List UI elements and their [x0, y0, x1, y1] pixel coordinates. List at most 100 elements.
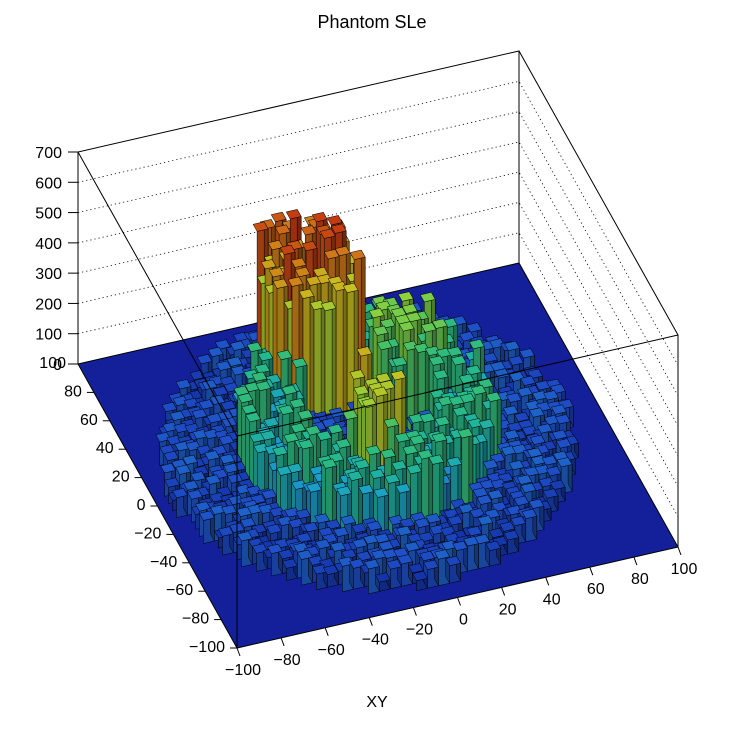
- z-tick-label: 300: [35, 266, 62, 283]
- z-tick-label: 500: [35, 206, 62, 223]
- x-tick-mark: [633, 556, 638, 566]
- back-frame: [77, 50, 679, 547]
- y-tick-label: −40: [150, 554, 177, 571]
- bar-top: [419, 292, 436, 303]
- bar-top: [305, 275, 322, 286]
- bar-top: [446, 346, 463, 357]
- bar-top: [294, 266, 311, 278]
- bar-top: [300, 225, 317, 236]
- bar-top: [279, 244, 296, 255]
- bar-top: [201, 379, 218, 390]
- bar-top: [517, 386, 533, 397]
- bar-top: [342, 282, 359, 293]
- y-tick-label: −60: [166, 582, 193, 599]
- bar-top: [276, 349, 293, 361]
- bar-top: [212, 386, 229, 397]
- bar-top: [398, 321, 415, 332]
- x-tick-label: 0: [459, 612, 468, 629]
- x-tick-label: −100: [225, 662, 261, 679]
- y-tick-label: −20: [134, 525, 161, 542]
- bar-top: [450, 355, 467, 366]
- x-tick-label: −40: [362, 632, 389, 649]
- bar-top: [257, 351, 274, 362]
- bar-top: [263, 417, 280, 428]
- bar-top: [402, 340, 419, 351]
- x-tick-mark: [280, 637, 285, 647]
- z-tick-label: 600: [35, 175, 62, 192]
- bar-top: [161, 401, 178, 413]
- y-tick-label: −80: [182, 611, 209, 628]
- bar-top: [519, 348, 535, 359]
- bar-top: [334, 245, 351, 257]
- x-tick-mark: [324, 627, 329, 636]
- bar-top: [405, 311, 422, 323]
- x-tick-mark: [545, 577, 550, 586]
- bar-top: [274, 224, 291, 235]
- y-tick-label: 80: [64, 383, 82, 400]
- bar-top: [424, 345, 441, 356]
- bar-top: [330, 223, 347, 234]
- bar-top: [182, 454, 198, 465]
- bar-top: [323, 249, 340, 260]
- bar-top: [203, 428, 220, 440]
- bar-top: [316, 273, 333, 285]
- bar-top: [349, 249, 366, 260]
- bar-top: [281, 384, 298, 396]
- bar-top: [376, 340, 393, 351]
- bar-top: [278, 404, 295, 415]
- bar-top: [320, 300, 337, 312]
- bar-top: [190, 471, 206, 482]
- bar-top: [290, 257, 307, 268]
- bar-top: [223, 463, 240, 474]
- bar-top: [251, 371, 268, 382]
- bar-top: [207, 346, 224, 358]
- bar-top: [164, 477, 180, 488]
- y-tick-label: 0: [137, 497, 146, 514]
- x-tick-label: 100: [671, 561, 698, 578]
- bar-side: [320, 300, 326, 428]
- bar-top: [270, 211, 287, 223]
- bars: [155, 208, 579, 595]
- bar-top: [196, 354, 213, 365]
- bar-top: [252, 221, 269, 232]
- bar-top: [372, 325, 389, 336]
- bar-top: [489, 338, 505, 349]
- bar-top: [466, 322, 482, 333]
- bar-top: [401, 303, 418, 314]
- bar-top: [183, 397, 200, 409]
- bar-top: [162, 421, 179, 432]
- bar-top: [155, 432, 172, 443]
- bar-top: [379, 318, 396, 329]
- bar-top: [328, 407, 345, 418]
- bar-top: [289, 398, 306, 409]
- z-tick-label: 200: [35, 296, 62, 313]
- bar-top: [397, 291, 414, 302]
- bar-side: [342, 280, 348, 424]
- bar-top: [219, 453, 236, 464]
- bar-top: [169, 410, 186, 421]
- bar-top: [175, 379, 192, 390]
- bar-top: [319, 228, 336, 239]
- bar: [172, 487, 188, 519]
- bar-top: [260, 259, 277, 270]
- bar-top: [255, 380, 272, 392]
- bar-top: [267, 240, 284, 251]
- x-tick-mark: [368, 617, 373, 626]
- bar-top: [204, 450, 221, 461]
- bar-top: [215, 360, 232, 371]
- x-tick-mark: [236, 647, 241, 657]
- bar-top: [191, 408, 208, 419]
- x-tick-mark: [589, 567, 594, 576]
- bar-top: [246, 341, 263, 353]
- bar-top: [309, 300, 326, 311]
- y-tick-label: 40: [96, 440, 114, 457]
- y-tick-label: 60: [80, 412, 98, 429]
- bar-top: [311, 212, 328, 223]
- bar-top: [269, 388, 286, 399]
- x-tick-label: −60: [318, 642, 345, 659]
- bar-top: [331, 281, 348, 292]
- x-tick-mark: [412, 607, 417, 616]
- bar-top: [428, 355, 445, 366]
- bar-top: [432, 369, 449, 380]
